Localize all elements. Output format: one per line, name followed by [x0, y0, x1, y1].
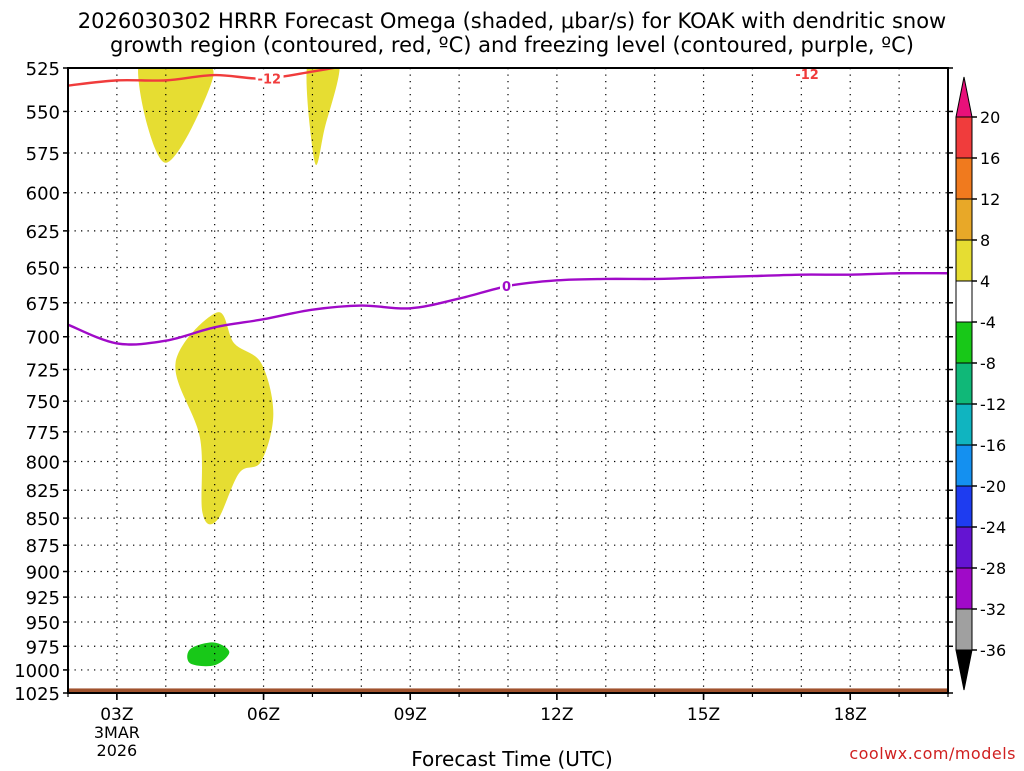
contour-label: 0	[502, 280, 511, 295]
x-tick-label: 12Z	[540, 705, 573, 725]
colorbar-bin	[955, 608, 973, 651]
contour-label-bg	[793, 68, 822, 81]
colorbar-bin	[955, 198, 973, 241]
contour-label-bg	[255, 71, 284, 86]
x-axis-label: Forecast Time (UTC)	[411, 747, 613, 771]
colorbar-label: 12	[980, 190, 1000, 209]
contour-label-bg	[500, 279, 512, 294]
colorbar-bin	[955, 362, 973, 405]
colorbar-label: -24	[980, 518, 1006, 537]
y-tick-label: 675	[26, 294, 60, 315]
x-tick-label: 18Z	[834, 705, 867, 725]
omega-shaded-region-2	[306, 68, 340, 166]
x-tick-sublabel: 2026	[97, 741, 138, 760]
colorbar-bin	[955, 321, 973, 364]
colorbar-bin	[955, 526, 973, 569]
chart-title-line-1: 2026030302 HRRR Forecast Omega (shaded, …	[77, 9, 947, 33]
y-tick-label: 975	[26, 637, 60, 658]
y-tick-label: 800	[26, 452, 60, 473]
grid-layer	[68, 68, 948, 693]
y-tick-label: 525	[26, 59, 60, 80]
y-tick-label: 850	[26, 509, 60, 530]
colorbar-bin	[955, 403, 973, 446]
colorbar-bin	[955, 444, 973, 487]
y-tick-label: 625	[26, 222, 60, 243]
y-tick-label: 925	[26, 588, 60, 609]
terrain-layer	[68, 688, 948, 693]
y-tick-label: 825	[26, 481, 60, 502]
colorbar-label: -12	[980, 395, 1006, 414]
colorbar-below-min-triangle	[955, 649, 973, 691]
colorbar-label: 16	[980, 149, 1000, 168]
colorbar-label: -32	[980, 600, 1006, 619]
y-tick-label: 1025	[14, 684, 60, 705]
axes-layer: 525 550 575 600 625 650 675 700 725 750 775 800 825 8…	[14, 59, 953, 760]
contour-line-2	[616, 61, 948, 67]
chart-title-line-2: growth region (contoured, red, ºC) and f…	[110, 33, 914, 57]
colorbar-bin	[955, 567, 973, 610]
colorbar-label: -8	[980, 354, 996, 373]
omega-shaded-region-4	[187, 642, 230, 667]
omega-shaded-region-3	[175, 312, 274, 525]
y-tick-label: 550	[26, 102, 60, 123]
contour-line-1	[68, 68, 340, 87]
y-tick-label: 950	[26, 613, 60, 634]
y-tick-label: 775	[26, 423, 60, 444]
colorbar-bin	[955, 116, 973, 159]
colorbar-label: -20	[980, 477, 1006, 496]
contour-label: -12	[258, 73, 282, 88]
colorbar-label: -4	[980, 313, 996, 332]
colorbar: 20 16 12 8 4 -4 -8 -12 -16 -20 -24 -28 -32 -36	[955, 76, 1006, 691]
y-tick-label: 700	[26, 328, 60, 349]
x-tick-label: 09Z	[394, 705, 427, 725]
x-tick-label: 06Z	[247, 705, 280, 725]
y-tick-label: 650	[26, 259, 60, 280]
colorbar-bin	[955, 280, 973, 323]
x-tick-label: 03Z	[100, 705, 133, 725]
y-tick-label: 575	[26, 144, 60, 165]
colorbar-label: -28	[980, 559, 1006, 578]
colorbar-label: 8	[980, 231, 990, 250]
colorbar-bin	[955, 485, 973, 528]
omega-shaded-region-1	[138, 68, 214, 163]
y-tick-label: 725	[26, 361, 60, 382]
colorbar-label: 4	[980, 272, 990, 291]
colorbar-bin	[955, 239, 973, 282]
colorbar-bin	[955, 157, 973, 200]
colorbar-label: -36	[980, 641, 1006, 660]
y-tick-label: 750	[26, 392, 60, 413]
y-tick-label: 600	[26, 184, 60, 205]
y-tick-label: 1000	[14, 661, 60, 682]
colorbar-label: -16	[980, 436, 1006, 455]
colorbar-label: 20	[980, 108, 1000, 127]
x-tick-label: 15Z	[687, 705, 720, 725]
credit-link[interactable]: coolwx.com/models	[849, 744, 1016, 763]
colorbar-above-max-triangle	[955, 76, 973, 118]
contour-layer: -12 -12 0	[68, 61, 948, 346]
y-tick-label: 900	[26, 563, 60, 584]
terrain-strip	[68, 688, 948, 693]
x-tick-sublabel: 3MAR	[94, 723, 140, 742]
omega-shading-layer	[138, 68, 340, 667]
y-tick-label: 875	[26, 536, 60, 557]
contour-label: -12	[795, 68, 819, 83]
